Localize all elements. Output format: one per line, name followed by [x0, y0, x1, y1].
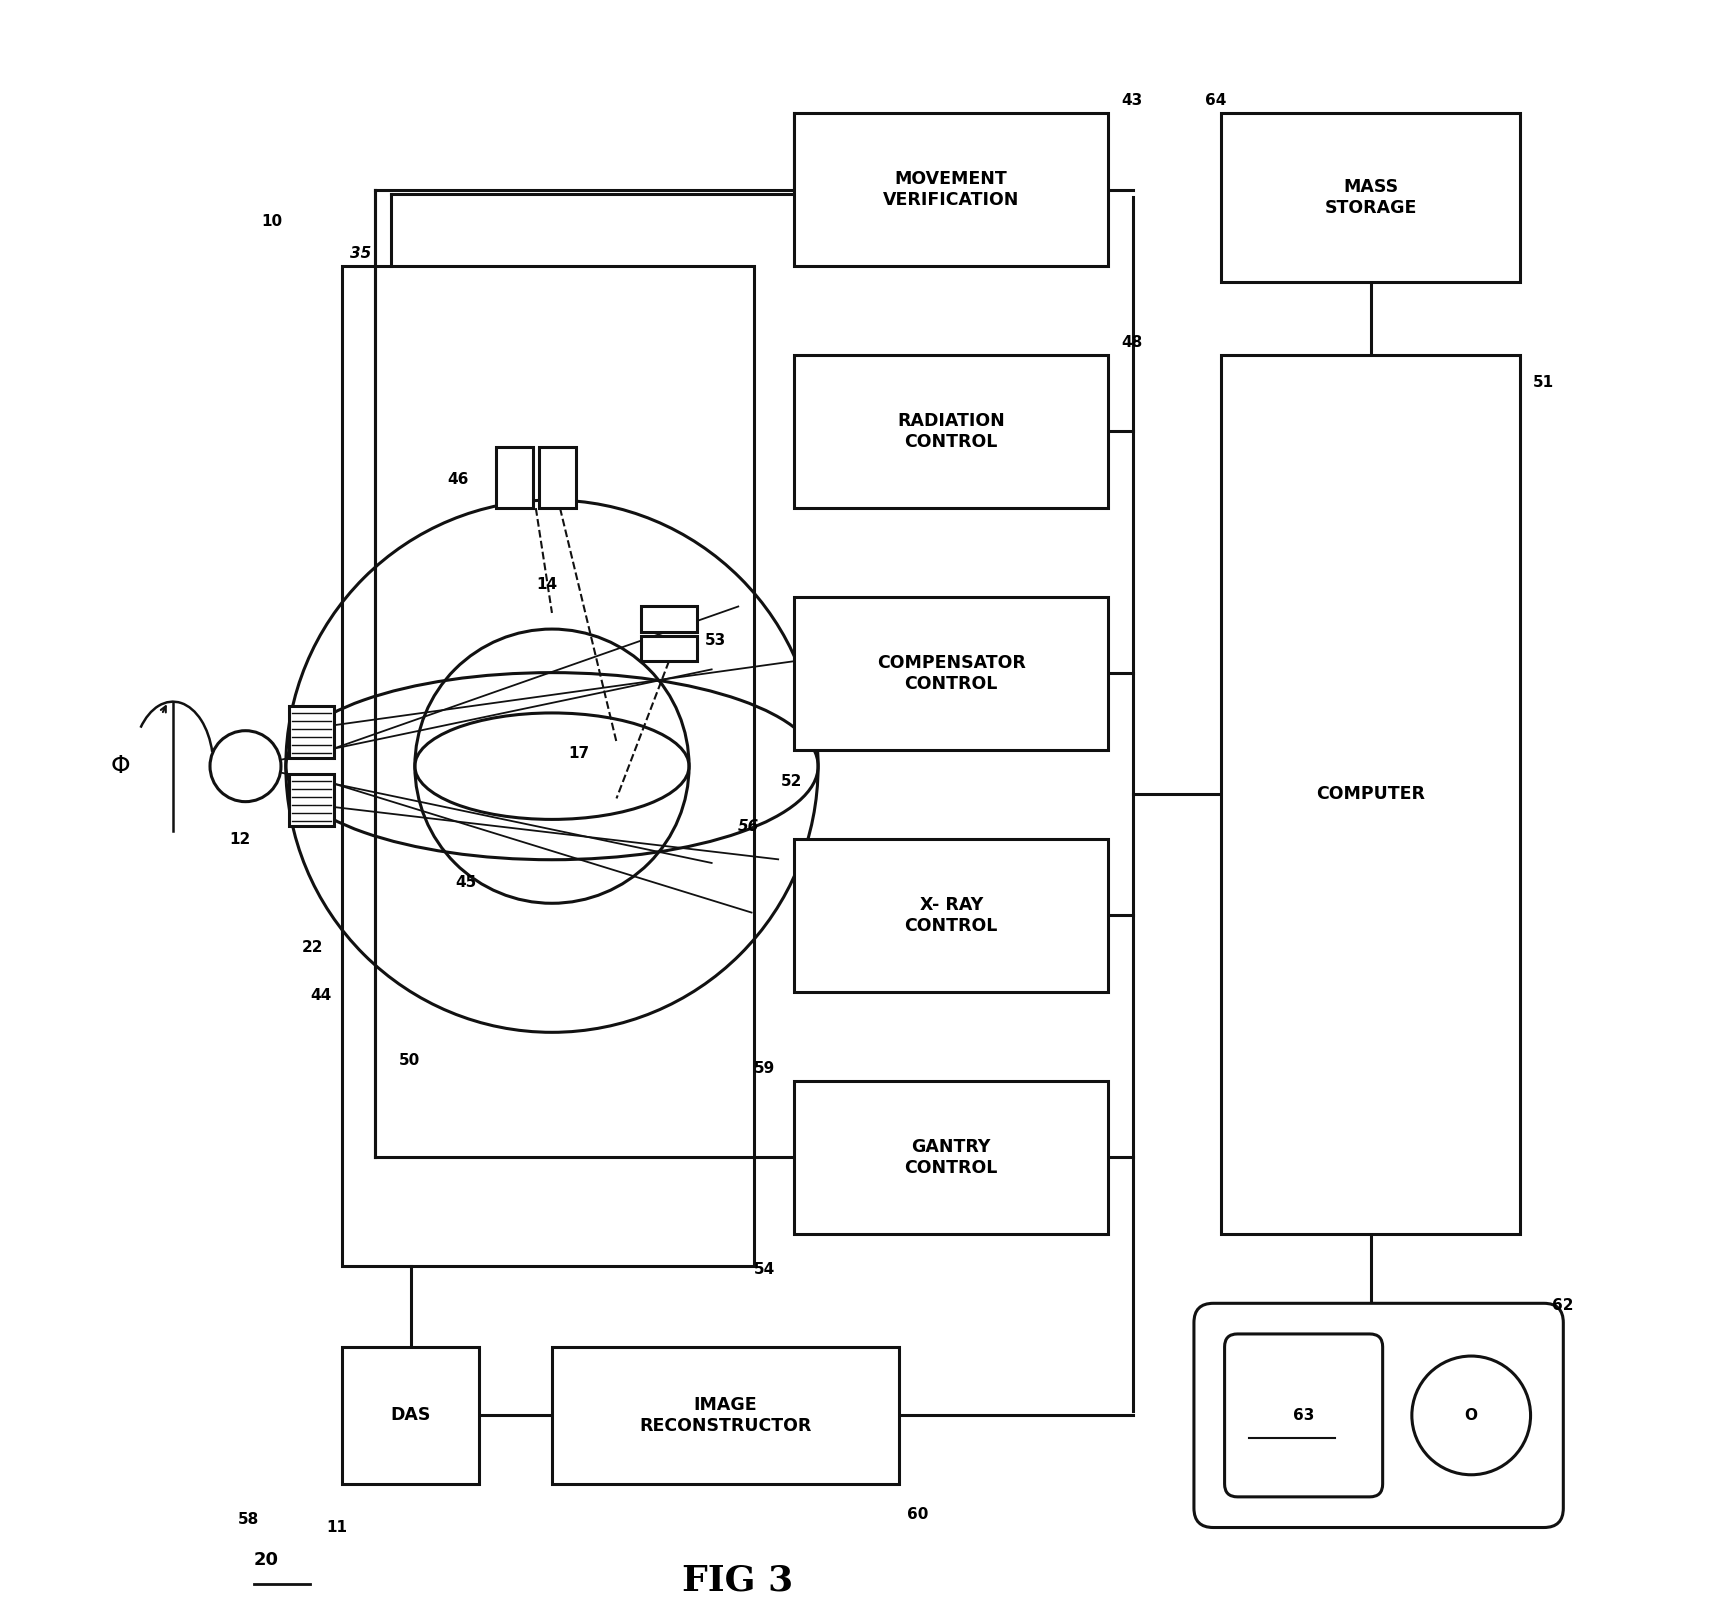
FancyBboxPatch shape [1221, 113, 1519, 282]
Text: 63: 63 [1292, 1408, 1313, 1423]
Text: MASS
STORAGE: MASS STORAGE [1323, 177, 1417, 218]
Text: FIG 3: FIG 3 [681, 1563, 793, 1598]
Text: 35: 35 [350, 247, 371, 261]
Text: 56: 56 [738, 819, 759, 834]
Text: COMPENSATOR
CONTROL: COMPENSATOR CONTROL [876, 653, 1025, 694]
FancyBboxPatch shape [641, 636, 696, 661]
Text: 50: 50 [398, 1053, 419, 1068]
Text: 60: 60 [906, 1508, 928, 1523]
FancyBboxPatch shape [343, 1347, 480, 1484]
Text: 43: 43 [1121, 94, 1141, 108]
FancyBboxPatch shape [289, 774, 334, 826]
Text: 51: 51 [1531, 376, 1554, 390]
Text: 22: 22 [301, 940, 324, 955]
FancyBboxPatch shape [793, 839, 1108, 992]
Text: 59: 59 [753, 1061, 774, 1076]
FancyBboxPatch shape [495, 447, 532, 508]
Text: RADIATION
CONTROL: RADIATION CONTROL [897, 411, 1005, 452]
Text: 44: 44 [310, 989, 331, 1003]
FancyBboxPatch shape [793, 597, 1108, 750]
FancyBboxPatch shape [793, 1081, 1108, 1234]
FancyBboxPatch shape [641, 606, 696, 632]
Text: 48: 48 [1121, 336, 1141, 350]
Text: 52: 52 [781, 774, 802, 789]
FancyBboxPatch shape [553, 1347, 899, 1484]
Text: 64: 64 [1204, 94, 1226, 108]
Text: 12: 12 [229, 832, 251, 847]
Text: 46: 46 [447, 473, 468, 487]
Text: 58: 58 [237, 1513, 258, 1528]
FancyBboxPatch shape [289, 706, 334, 758]
FancyBboxPatch shape [539, 447, 575, 508]
Text: IMAGE
RECONSTRUCTOR: IMAGE RECONSTRUCTOR [639, 1395, 811, 1436]
Text: 10: 10 [262, 215, 282, 229]
FancyBboxPatch shape [343, 266, 753, 1266]
Text: DAS: DAS [390, 1407, 431, 1424]
Text: 14: 14 [535, 577, 556, 592]
Text: MOVEMENT
VERIFICATION: MOVEMENT VERIFICATION [883, 169, 1018, 210]
FancyBboxPatch shape [793, 113, 1108, 266]
Text: COMPUTER: COMPUTER [1315, 786, 1424, 803]
Text: GANTRY
CONTROL: GANTRY CONTROL [904, 1137, 998, 1177]
Text: 62: 62 [1552, 1298, 1573, 1313]
Text: $\Phi$: $\Phi$ [109, 755, 130, 777]
FancyBboxPatch shape [793, 355, 1108, 508]
FancyBboxPatch shape [1193, 1303, 1562, 1528]
Text: 53: 53 [705, 634, 726, 648]
Text: 54: 54 [753, 1263, 774, 1277]
Text: 20: 20 [253, 1550, 279, 1568]
Text: 17: 17 [568, 747, 589, 761]
Text: X- RAY
CONTROL: X- RAY CONTROL [904, 895, 998, 936]
FancyBboxPatch shape [1221, 355, 1519, 1234]
Text: 11: 11 [326, 1521, 346, 1536]
Text: O: O [1464, 1408, 1477, 1423]
Text: 45: 45 [456, 876, 476, 890]
FancyBboxPatch shape [1225, 1334, 1382, 1497]
